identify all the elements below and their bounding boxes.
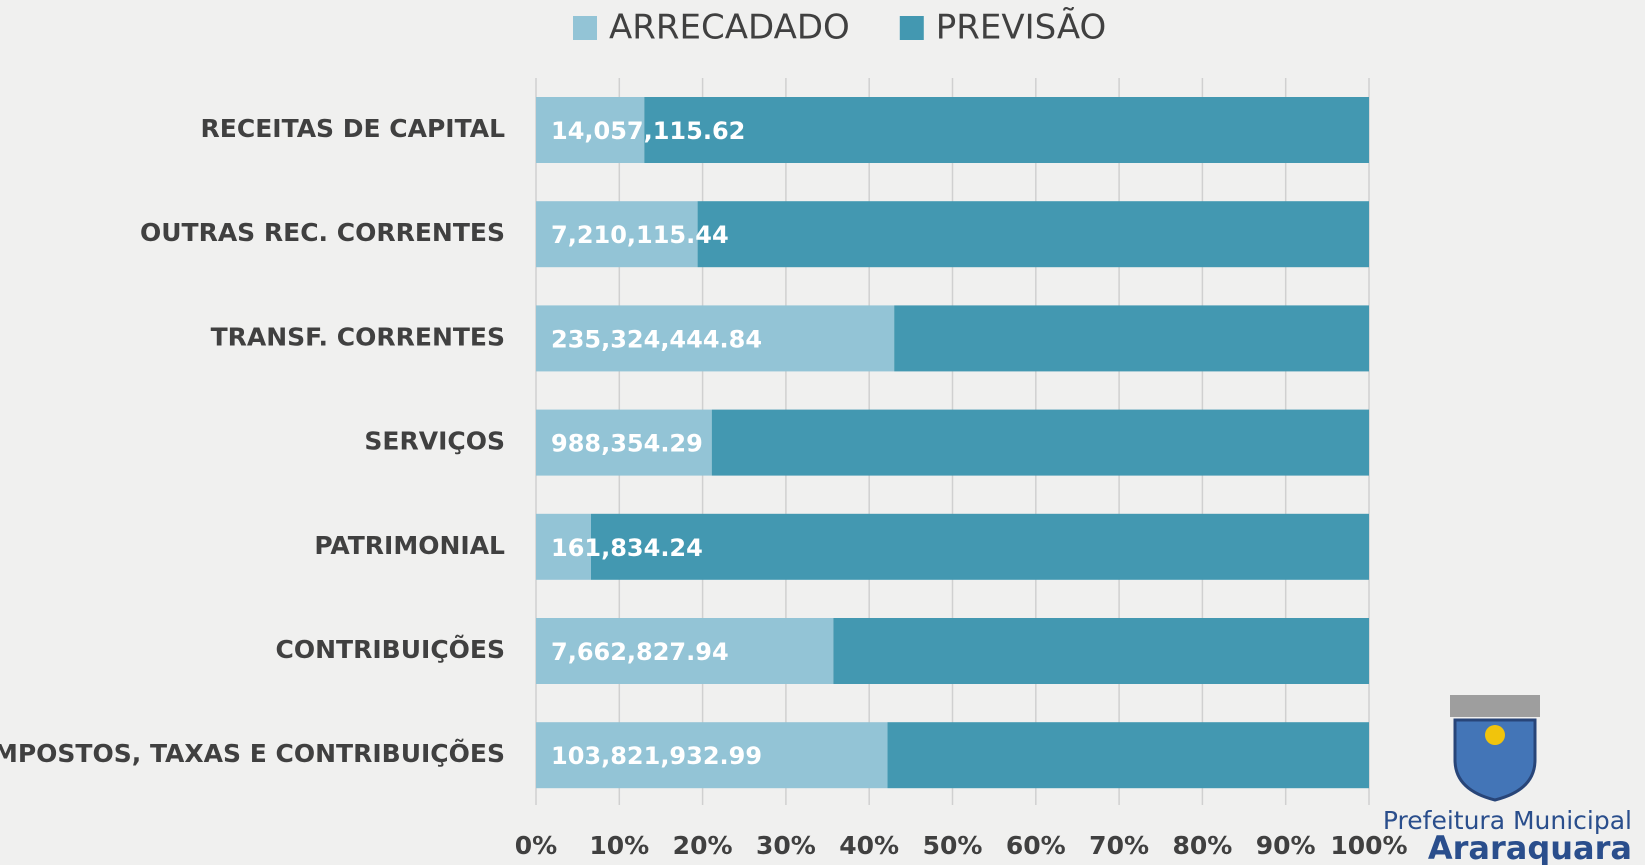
logo xyxy=(1450,695,1540,802)
category-label: TRANSF. CORRENTES xyxy=(211,322,505,351)
bar-segment xyxy=(697,201,1369,268)
x-tick-label: 40% xyxy=(839,831,899,860)
bar-segment xyxy=(536,97,645,163)
data-label: 988,354.29 xyxy=(551,430,703,458)
category-label: SERVIÇOS xyxy=(364,427,505,456)
data-label: 235,324,444.84 xyxy=(551,325,762,353)
bar-segment xyxy=(887,722,1369,789)
legend-swatch xyxy=(573,16,597,40)
x-tick-label: 20% xyxy=(673,831,733,860)
legend-label: PREVISÃO xyxy=(936,8,1107,48)
bar-segment xyxy=(536,201,698,268)
data-label: 103,821,932.99 xyxy=(551,742,762,770)
x-tick-label: 90% xyxy=(1256,831,1316,860)
category-label: PATRIMONIAL xyxy=(314,531,505,560)
bar-segment xyxy=(833,618,1369,684)
category-label: IMPOSTOS, TAXAS E CONTRIBUIÇÕES xyxy=(0,738,505,768)
brand-line1: Prefeitura Municipal xyxy=(1383,806,1632,835)
bar-segment xyxy=(536,409,712,476)
x-tick-label: 10% xyxy=(589,831,649,860)
data-label: 7,210,115.44 xyxy=(551,221,729,249)
category-label: CONTRIBUIÇÕES xyxy=(276,634,505,664)
x-tick-label: 0% xyxy=(515,831,557,860)
x-tick-label: 80% xyxy=(1172,831,1232,860)
bar-segment xyxy=(894,305,1369,372)
x-tick-label: 50% xyxy=(923,831,983,860)
logo-crown xyxy=(1450,695,1540,717)
category-label: OUTRAS REC. CORRENTES xyxy=(140,218,505,247)
logo-sun xyxy=(1485,725,1505,745)
legend-swatch xyxy=(899,16,924,40)
legend-label: ARRECADADO xyxy=(609,8,850,48)
bar-segment xyxy=(590,513,1369,580)
brand-line2: Araraquara xyxy=(1428,829,1632,865)
x-tick-label: 100% xyxy=(1330,831,1407,860)
data-label: 14,057,115.62 xyxy=(551,117,745,145)
x-tick-label: 30% xyxy=(756,831,816,860)
bar-segment xyxy=(536,305,895,372)
logo-shield xyxy=(1453,718,1537,802)
x-tick-label: 60% xyxy=(1006,831,1066,860)
data-label: 161,834.24 xyxy=(551,534,703,562)
category-label: RECEITAS DE CAPITAL xyxy=(201,114,506,143)
bar-segment xyxy=(711,409,1369,476)
bar-segment xyxy=(536,513,591,580)
bar-segment xyxy=(536,618,834,684)
x-tick-label: 70% xyxy=(1089,831,1149,860)
bar-segment xyxy=(536,722,888,789)
bar-segment xyxy=(644,97,1369,163)
data-label: 7,662,827.94 xyxy=(551,638,729,666)
